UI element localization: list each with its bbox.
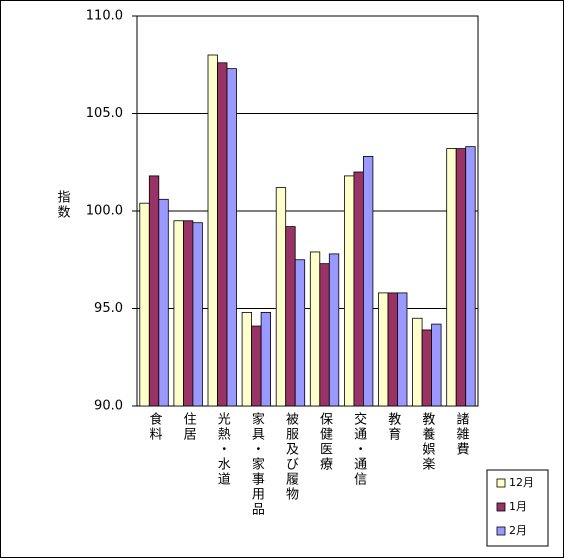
bar: [217, 62, 228, 407]
x-tick-label: 教育: [385, 411, 401, 442]
x-tick-label: 被服及び履物: [283, 412, 299, 502]
legend-label: 2月: [509, 524, 527, 537]
bar: [412, 317, 423, 407]
x-tick-label: 交通・通信: [351, 411, 367, 487]
bar: [397, 292, 408, 407]
y-axis-label: 指数: [55, 190, 71, 220]
bar: [421, 329, 433, 407]
bar: [139, 202, 150, 407]
x-tick-label: 食料: [147, 411, 163, 442]
bar: [182, 220, 194, 407]
bar: [378, 292, 389, 407]
bar: [173, 220, 184, 407]
bar: [343, 175, 355, 407]
bar: [294, 259, 306, 407]
legend-label: 12月: [509, 476, 534, 489]
bar: [260, 311, 272, 407]
bar: [465, 146, 476, 407]
bar: [328, 253, 340, 407]
x-tick-label: 光熱・水道: [215, 412, 231, 487]
y-tick-label: 105.0: [86, 106, 123, 121]
bar: [241, 311, 253, 407]
bar: [158, 198, 169, 407]
bar: [207, 54, 218, 407]
legend-label: 1月: [509, 500, 527, 513]
bar: [192, 222, 203, 407]
bar: [455, 148, 467, 407]
x-tick-label: 住居: [181, 412, 197, 442]
x-tick-label: 家具・家事用品: [249, 411, 265, 517]
x-tick-label: 教養娯楽: [419, 411, 435, 472]
bar: [353, 171, 364, 407]
bar: [226, 68, 237, 407]
y-tick-label: 95.0: [94, 301, 123, 316]
bar: [319, 263, 330, 407]
legend-swatch: [496, 478, 506, 488]
bar: [251, 325, 262, 407]
y-tick-label: 90.0: [94, 399, 123, 414]
x-tick-label: 保健医療: [317, 412, 333, 472]
y-tick-label: 110.0: [86, 9, 123, 24]
bar: [387, 292, 398, 407]
bar: [148, 175, 160, 407]
y-tick-label: 100.0: [86, 204, 123, 219]
x-tick-label: 諸雑費: [453, 411, 469, 457]
bar: [362, 155, 374, 407]
legend-swatch: [496, 526, 506, 536]
legend-swatch: [496, 502, 506, 512]
bar: [275, 187, 287, 407]
bar: [446, 148, 457, 407]
bar: [285, 226, 296, 407]
bar: [431, 323, 442, 407]
bar: [309, 251, 321, 407]
